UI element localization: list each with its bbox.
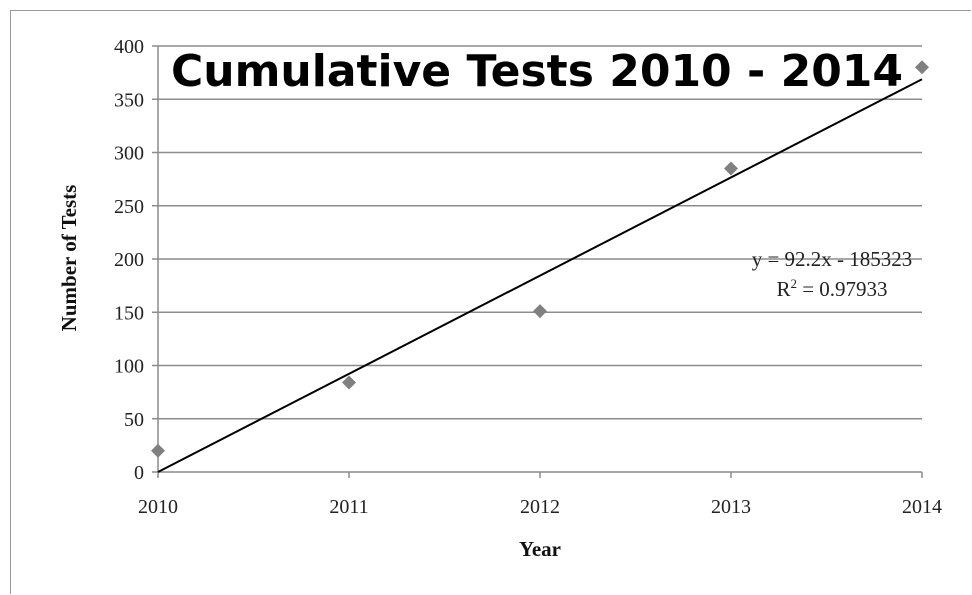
x-axis-title: Year [519,537,561,561]
r-squared-superscript: 2 [790,276,797,291]
y-tick-label: 0 [134,462,144,484]
y-tick-label: 250 [114,196,144,218]
x-tick-label: 2013 [711,496,751,518]
r-squared-symbol: R [776,277,790,301]
axes [152,45,923,478]
data-points [151,60,929,458]
y-tick-label: 350 [114,89,144,111]
data-point [151,443,165,458]
gridlines [158,45,922,420]
tick-labels: 0 50 100 150 200 250 300 350 400 2010 2011 2012 2013… [114,36,942,518]
r-squared-value: = 0.97933 [797,277,888,301]
y-tick-label: 100 [114,356,144,378]
y-tick-label: 300 [114,143,144,165]
trendline [157,78,923,473]
data-point [533,304,547,319]
x-tick-label: 2014 [902,496,942,518]
y-axis-title: Number of Tests [57,185,81,332]
y-tick-label: 150 [114,302,144,324]
data-point [342,375,356,390]
y-tick-label: 400 [114,36,144,58]
y-tick-label: 200 [114,249,144,271]
x-tick-label: 2010 [138,496,178,518]
data-point [724,161,738,176]
x-tick-label: 2012 [520,496,560,518]
chart-title: Cumulative Tests 2010 - 2014 [171,46,903,97]
trendline-r-squared: R2 = 0.97933 [776,276,887,301]
y-tick-label: 50 [124,409,144,431]
x-tick-label: 2011 [329,496,368,518]
data-point [915,60,929,75]
chart-frame [10,10,971,594]
trendline-equation: y = 92.2x - 185323 [752,247,913,271]
